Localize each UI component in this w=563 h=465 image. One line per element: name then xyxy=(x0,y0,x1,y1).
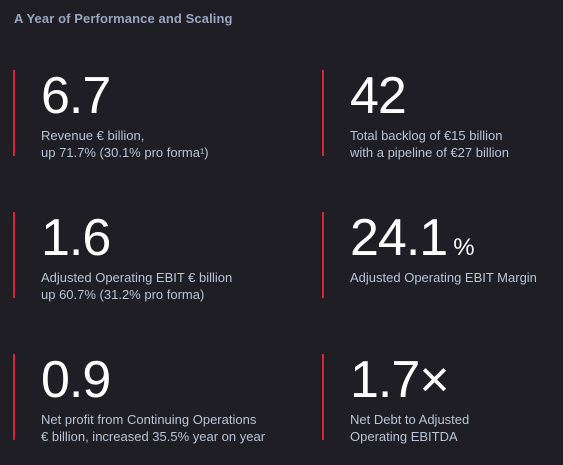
kpi-description-line: with a pipeline of €27 billion xyxy=(350,145,509,160)
kpi-backlog: 42 Total backlog of €15 billion with a p… xyxy=(322,67,552,161)
kpi-value: 6.7 xyxy=(41,67,111,125)
kpi-description-line: Adjusted Operating EBIT Margin xyxy=(350,270,537,285)
accent-bar xyxy=(13,354,15,440)
kpi-revenue: 6.7 Revenue € billion, up 71.7% (30.1% p… xyxy=(13,67,243,161)
kpi-description-line: Revenue € billion, xyxy=(41,128,145,143)
kpi-description: Net Debt to Adjusted Operating EBITDA xyxy=(350,411,469,445)
kpi-description-line: Net profit from Continuing Operations xyxy=(41,412,257,427)
kpi-value: 24.1% xyxy=(350,209,475,267)
kpi-ebit-margin: 24.1% Adjusted Operating EBIT Margin xyxy=(322,212,552,300)
kpi-net-debt-ratio: 1.7× Net Debt to Adjusted Operating EBIT… xyxy=(322,351,552,445)
kpi-description-line: Net Debt to Adjusted xyxy=(350,412,470,427)
accent-bar xyxy=(13,212,15,298)
accent-bar xyxy=(322,354,324,440)
kpi-description: Total backlog of €15 billion with a pipe… xyxy=(350,127,509,161)
kpi-description-line: up 60.7% (31.2% pro forma) xyxy=(41,287,205,302)
kpi-net-profit: 0.9 Net profit from Continuing Operation… xyxy=(13,351,265,444)
kpi-unit: % xyxy=(453,234,475,261)
kpi-description: Adjusted Operating EBIT Margin xyxy=(350,269,537,286)
kpi-value: 0.9 xyxy=(41,351,111,409)
accent-bar xyxy=(322,212,324,298)
accent-bar xyxy=(322,70,324,156)
kpi-description-line: up 71.7% (30.1% pro forma¹) xyxy=(41,145,209,160)
kpi-value: 1.7× xyxy=(350,351,450,409)
kpi-description: Net profit from Continuing Operations € … xyxy=(41,411,265,445)
kpi-description-line: Operating EBITDA xyxy=(350,429,458,444)
accent-bar xyxy=(13,70,15,156)
kpi-description-line: Adjusted Operating EBIT € billion xyxy=(41,270,233,285)
kpi-description: Revenue € billion, up 71.7% (30.1% pro f… xyxy=(41,127,209,161)
page-title: A Year of Performance and Scaling xyxy=(14,11,233,26)
kpi-adjusted-ebit: 1.6 Adjusted Operating EBIT € billion up… xyxy=(13,209,243,303)
kpi-value: 1.6 xyxy=(41,209,111,267)
kpi-value: 42 xyxy=(350,67,407,125)
kpi-description-line: Total backlog of €15 billion xyxy=(350,128,503,143)
kpi-description-line: € billion, increased 35.5% year on year xyxy=(41,429,266,444)
kpi-description: Adjusted Operating EBIT € billion up 60.… xyxy=(41,269,232,303)
